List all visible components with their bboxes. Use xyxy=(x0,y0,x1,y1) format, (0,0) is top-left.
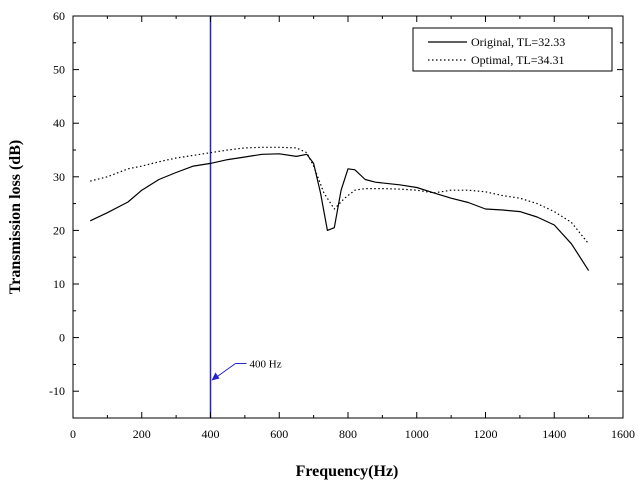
annotation-arrow-shaft xyxy=(214,363,236,379)
x-tick-label: 800 xyxy=(339,427,357,441)
y-tick-label: 60 xyxy=(53,9,65,23)
legend-label-optimal: Optimal, TL=34.31 xyxy=(471,53,565,67)
y-tick-label: 10 xyxy=(53,277,65,291)
legend-label-original: Original, TL=32.33 xyxy=(471,35,565,49)
x-tick-label: 200 xyxy=(133,427,151,441)
y-tick-label: 40 xyxy=(53,116,65,130)
original-series-line xyxy=(89,153,590,271)
annotation-arrow-head xyxy=(211,372,220,381)
annotation-label: 400 Hz xyxy=(250,358,282,370)
y-tick-label: 20 xyxy=(53,223,65,237)
x-tick-label: 1200 xyxy=(474,427,498,441)
x-tick-label: 600 xyxy=(270,427,288,441)
y-tick-label: 50 xyxy=(53,63,65,77)
optimal-series-line xyxy=(90,146,590,245)
x-tick-label: 1600 xyxy=(611,427,635,441)
plot-frame xyxy=(72,15,624,419)
x-tick-label: 1000 xyxy=(405,427,429,441)
x-tick-label: 1400 xyxy=(542,427,566,441)
y-tick-label: 0 xyxy=(59,331,65,345)
legend-box xyxy=(412,27,613,72)
x-tick-label: 400 xyxy=(202,427,220,441)
y-axis-label: Transmission loss (dB) xyxy=(7,140,24,294)
legend: Original, TL=32.33 Optimal, TL=34.31 xyxy=(412,27,613,72)
y-tick-label: -10 xyxy=(49,384,65,398)
y-tick-label: 30 xyxy=(53,170,65,184)
x-axis-label: Frequency(Hz) xyxy=(296,463,399,480)
x-tick-label: 0 xyxy=(70,427,76,441)
annotation-arrow xyxy=(211,362,247,381)
